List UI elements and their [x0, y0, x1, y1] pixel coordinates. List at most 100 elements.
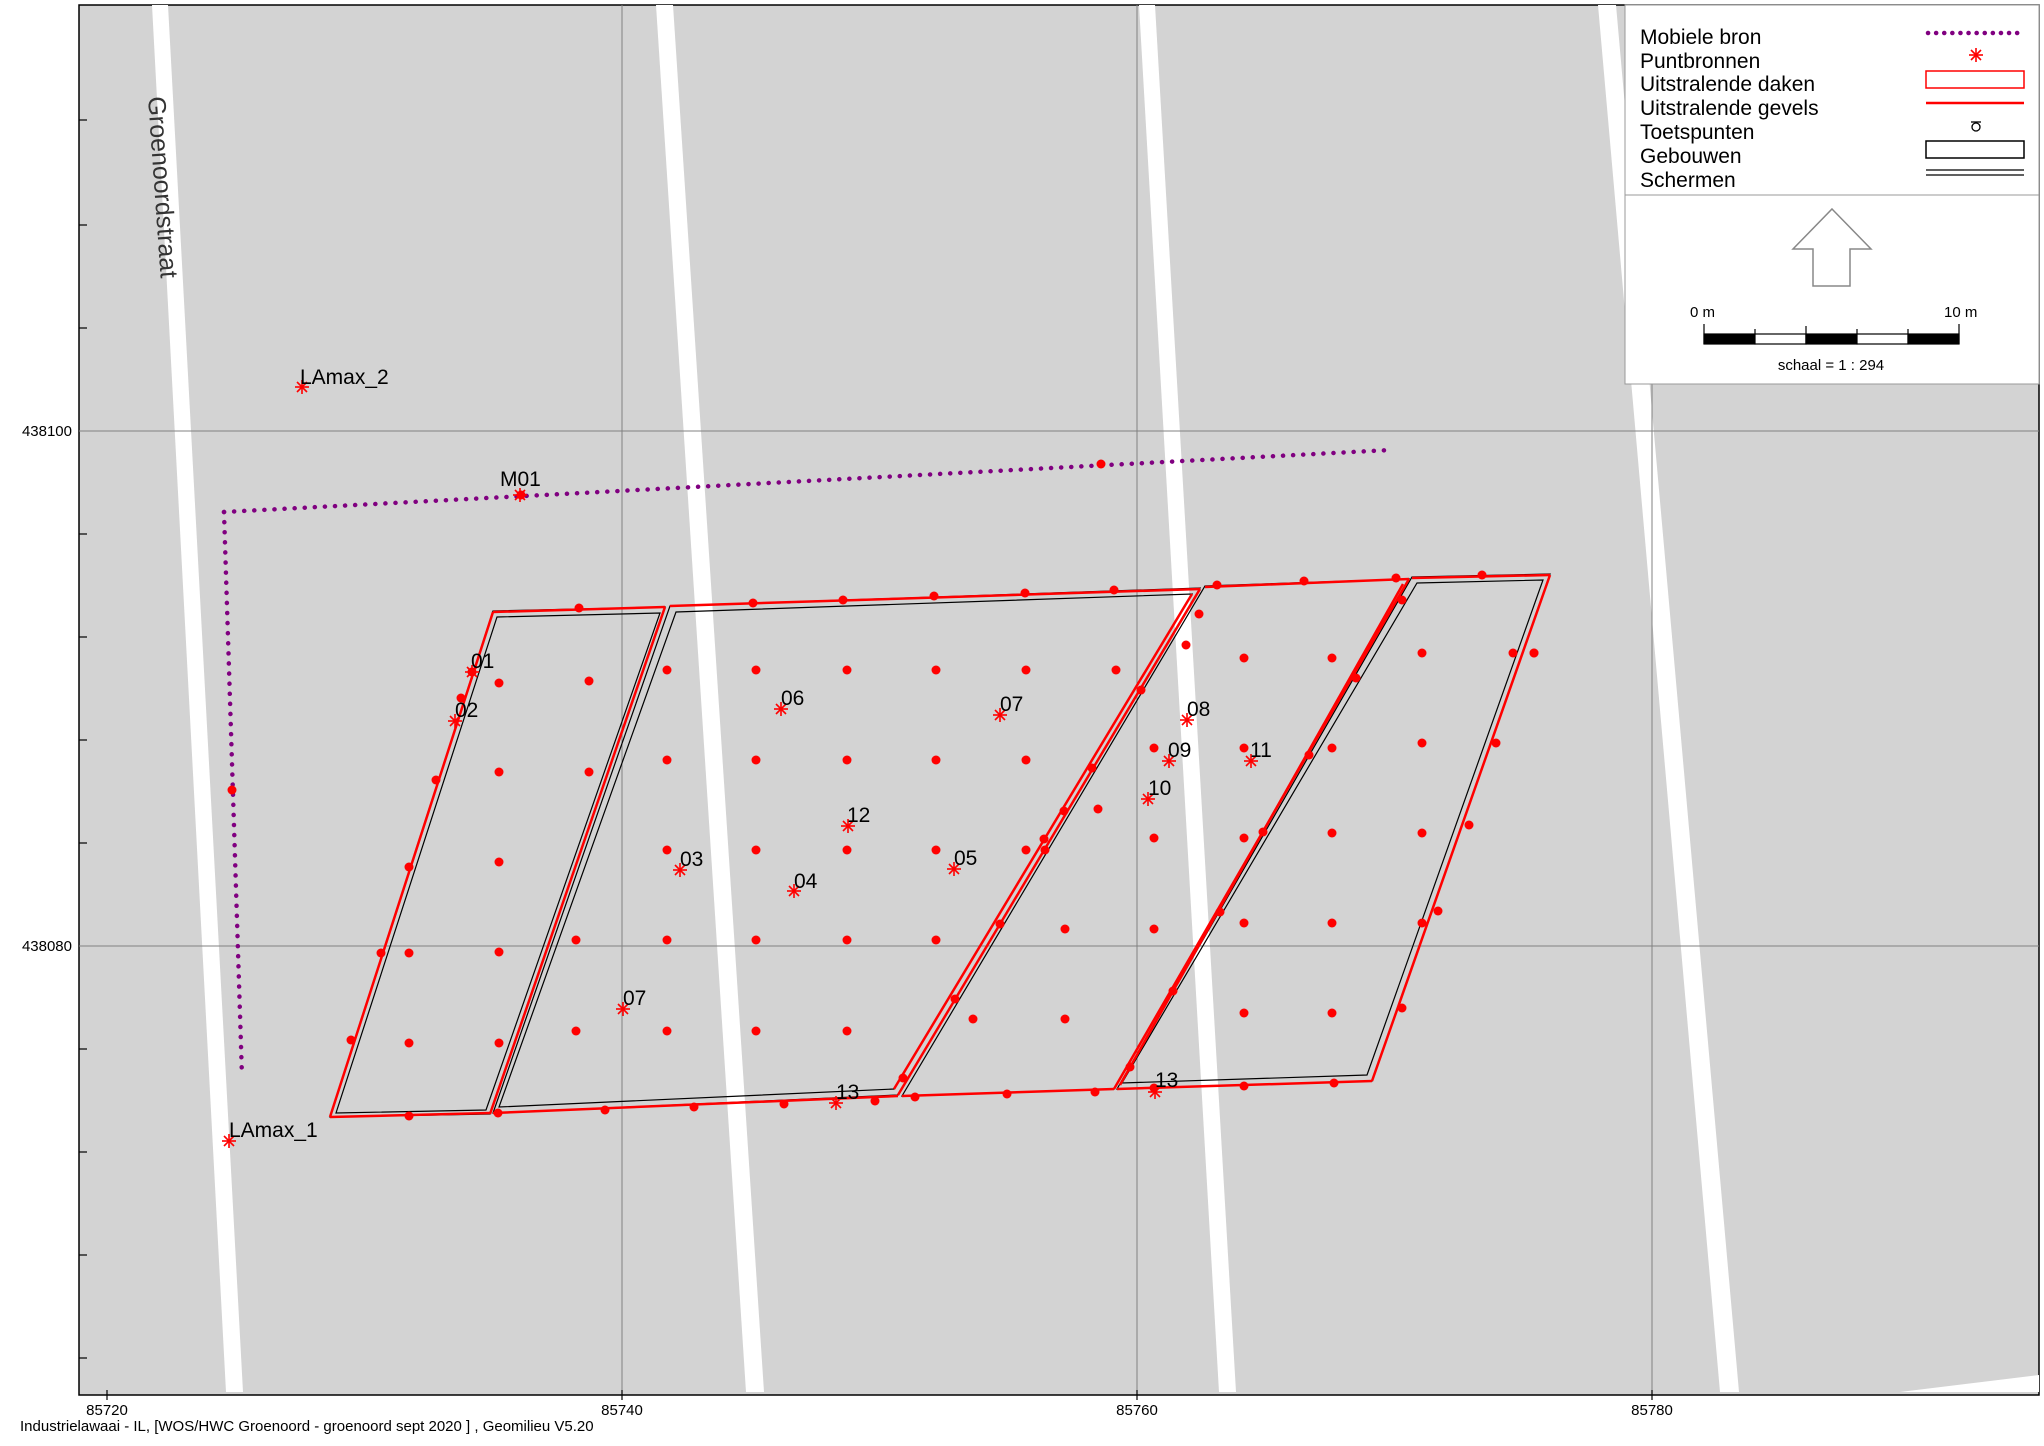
- scale-start-label: 0 m: [1690, 304, 1715, 321]
- source-dot: [662, 755, 672, 765]
- source-dot: [404, 948, 414, 958]
- source-dot: [1136, 685, 1146, 695]
- label-09: 09: [1168, 739, 1191, 762]
- source-dot: [1327, 653, 1337, 663]
- label-07: 07: [1000, 693, 1023, 716]
- source-dot: [346, 1035, 356, 1045]
- source-dot: [842, 935, 852, 945]
- source-dot: [1397, 595, 1407, 605]
- source-dot: [494, 1038, 504, 1048]
- source-dot: [751, 845, 761, 855]
- source-dot: [1299, 576, 1309, 586]
- source-dot: [1125, 1062, 1135, 1072]
- point-source-asterisk: [513, 488, 527, 502]
- source-dot: [1194, 609, 1204, 619]
- x-tick-label: 85780: [1631, 1402, 1673, 1419]
- source-dot: [842, 1026, 852, 1036]
- source-dot: [1351, 673, 1361, 683]
- source-dot: [1111, 665, 1121, 675]
- point-source-asterisk: [1148, 1085, 1162, 1099]
- source-dot: [1087, 763, 1097, 773]
- point-source-asterisk: [1162, 754, 1176, 768]
- source-dot: [1021, 665, 1031, 675]
- source-dot: [842, 845, 852, 855]
- source-dot: [456, 693, 466, 703]
- source-dot: [748, 598, 758, 608]
- source-dot: [1508, 648, 1518, 658]
- point-source-asterisk: [1244, 754, 1258, 768]
- source-dot: [1109, 585, 1119, 595]
- source-dot: [751, 1026, 761, 1036]
- source-dot: [571, 935, 581, 945]
- source-dot: [1239, 1008, 1249, 1018]
- point-source-asterisk: [774, 702, 788, 716]
- point-source-asterisk: [829, 1096, 843, 1110]
- source-dot: [1060, 924, 1070, 934]
- source-dot: [1391, 573, 1401, 583]
- source-dot: [950, 994, 960, 1004]
- source-dot: [1239, 743, 1249, 753]
- source-dot: [751, 665, 761, 675]
- source-dot: [842, 665, 852, 675]
- source-dot: [1168, 986, 1178, 996]
- source-dot: [929, 591, 939, 601]
- source-dot: [1060, 1014, 1070, 1024]
- source-dot: [1327, 1008, 1337, 1018]
- source-dot: [779, 1099, 789, 1109]
- point-source-asterisk: [841, 819, 855, 833]
- point-source-asterisk: [1141, 792, 1155, 806]
- legend: Mobiele bron Puntbronnen Uitstralende da…: [1624, 4, 2040, 385]
- source-dot: [751, 935, 761, 945]
- source-dot: [494, 678, 504, 688]
- source-dot: [494, 767, 504, 777]
- label-lamax2: LAmax_2: [300, 366, 389, 389]
- source-dot: [1020, 588, 1030, 598]
- source-dot: [1329, 1078, 1339, 1088]
- mobile-source-path: [221, 509, 245, 1080]
- point-source-asterisk: [616, 1002, 630, 1016]
- source-dot: [1327, 828, 1337, 838]
- x-axis-ticks: [106, 1390, 1653, 1400]
- source-dot: [1239, 1081, 1249, 1091]
- label-lamax1: LAmax_1: [229, 1119, 318, 1142]
- source-dot: [1304, 750, 1314, 760]
- legend-label: Uitstralende gevels: [1640, 97, 1819, 120]
- label-12: 12: [847, 804, 870, 827]
- source-dot: [931, 845, 941, 855]
- red-rectangle-icon: [1925, 70, 2025, 89]
- point-source-asterisk: [295, 380, 309, 394]
- legend-label: Toetspunten: [1640, 121, 1754, 144]
- point-source-asterisk: [448, 714, 462, 728]
- source-dot: [662, 935, 672, 945]
- label-08: 08: [1187, 698, 1210, 721]
- source-dot: [1215, 907, 1225, 917]
- source-dot: [1002, 1089, 1012, 1099]
- source-dot: [662, 665, 672, 675]
- source-dot: [1258, 827, 1268, 837]
- label-m01: M01: [500, 468, 541, 491]
- source-dot: [494, 857, 504, 867]
- source-dot: [1021, 845, 1031, 855]
- source-dot: [1433, 906, 1443, 916]
- scale-bar: [1703, 324, 1960, 345]
- source-dot: [898, 1073, 908, 1083]
- source-dot: [404, 1111, 414, 1121]
- point-source-asterisk: [673, 863, 687, 877]
- source-dot: [1093, 804, 1103, 814]
- source-dot: [1040, 845, 1050, 855]
- source-dot: [404, 862, 414, 872]
- road-2: [656, 5, 764, 1392]
- source-dot: [662, 1026, 672, 1036]
- source-dot: [995, 919, 1005, 929]
- source-dot: [600, 1105, 610, 1115]
- legend-label: Mobiele bron: [1640, 26, 1761, 49]
- source-dot: [1149, 743, 1159, 753]
- source-dot: [431, 775, 441, 785]
- label-03: 03: [680, 848, 703, 871]
- x-tick-label: 85740: [601, 1402, 643, 1419]
- y-tick-label: 438080: [22, 938, 72, 955]
- road-groenoordstraat: [152, 5, 243, 1392]
- source-dot: [842, 755, 852, 765]
- point-source-asterisk: [993, 708, 1007, 722]
